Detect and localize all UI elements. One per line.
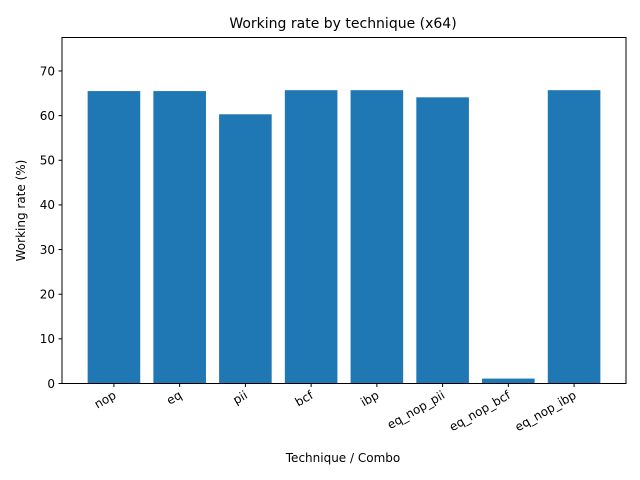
y-tick-label: 30	[40, 243, 55, 257]
y-axis: 0 10 20 30 40 50 60 70	[40, 64, 62, 391]
bar-eq_nop_bcf	[482, 378, 535, 384]
bar-eq_nop_ibp	[547, 90, 601, 384]
bar-ibp	[350, 90, 404, 384]
y-tick-label: 10	[40, 332, 55, 346]
y-tick-label: 20	[40, 288, 55, 302]
bar-eq	[153, 91, 206, 384]
y-tick-label: 50	[40, 154, 55, 168]
bar-nop	[87, 91, 141, 384]
y-tick-label: 70	[40, 64, 55, 78]
y-tick-label: 40	[40, 198, 55, 212]
chart-title: Working rate by technique (x64)	[229, 16, 456, 32]
bars-group	[87, 90, 601, 384]
x-axis-label: Technique / Combo	[285, 451, 400, 465]
y-tick-label: 0	[47, 377, 55, 391]
x-tick-label: eq	[164, 388, 184, 408]
plot-frame	[61, 37, 627, 384]
bar-bcf	[284, 90, 338, 384]
y-axis-label: Working rate (%)	[14, 160, 28, 262]
y-tick-label: 60	[40, 109, 55, 123]
bar-eq_nop_pii	[416, 97, 469, 384]
x-tick-label: pii	[231, 388, 250, 407]
bar-pii	[219, 114, 272, 384]
